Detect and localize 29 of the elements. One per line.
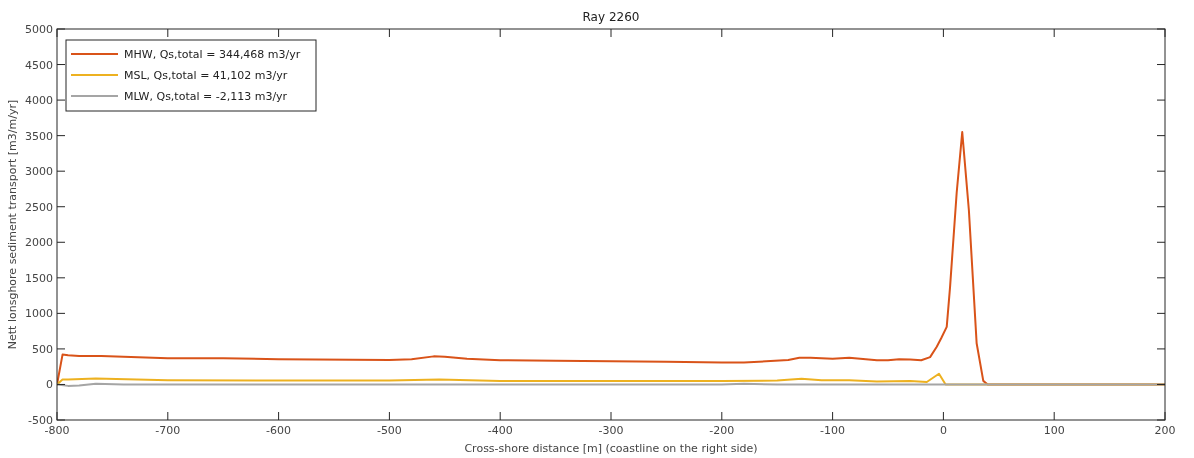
x-tick-label: -400: [487, 424, 513, 437]
y-tick-label: 5000: [25, 23, 53, 36]
x-tick-label: -100: [820, 424, 846, 437]
y-tick-label: 2000: [25, 236, 53, 250]
y-tick-label: 3000: [25, 165, 53, 179]
y-tick-label: -500: [28, 414, 53, 427]
y-tick-label: 0: [46, 378, 53, 392]
chart-title: Ray 2260: [582, 10, 640, 24]
y-tick-label: 2500: [25, 200, 53, 214]
legend-label: MSL, Qs,total = 41,102 m3/yr: [124, 69, 288, 82]
x-tick-label: -700: [155, 424, 181, 437]
y-tick-label: 1500: [25, 271, 53, 285]
x-tick-label: -300: [598, 424, 624, 437]
y-tick-label: 3500: [25, 129, 53, 143]
y-tick-label: 1000: [25, 307, 53, 321]
legend-label: MHW, Qs,total = 344,468 m3/yr: [124, 48, 301, 61]
x-tick-label: 0: [939, 424, 947, 437]
y-axis-title: Nett lonsghore sediment transport [m3/m/yr]: [6, 99, 19, 350]
x-tick-label: -200: [709, 424, 735, 437]
x-axis-title: Cross-shore distance [m] (coastline on the right side): [464, 442, 758, 455]
y-tick-label: 500: [32, 342, 53, 356]
y-tick-label: 4000: [25, 94, 53, 108]
x-tick-label: 100: [1043, 424, 1065, 437]
x-tick-label: -500: [376, 424, 402, 437]
x-tick-label: -600: [266, 424, 292, 437]
x-tick-label: -800: [44, 424, 70, 437]
y-tick-label: 4500: [25, 58, 53, 72]
legend-label: MLW, Qs,total = -2,113 m3/yr: [124, 90, 288, 103]
x-tick-label: 200: [1154, 424, 1176, 437]
